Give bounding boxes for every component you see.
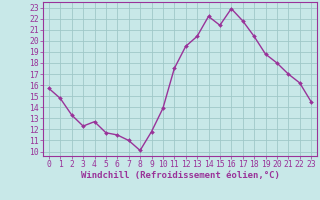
X-axis label: Windchill (Refroidissement éolien,°C): Windchill (Refroidissement éolien,°C) bbox=[81, 171, 279, 180]
